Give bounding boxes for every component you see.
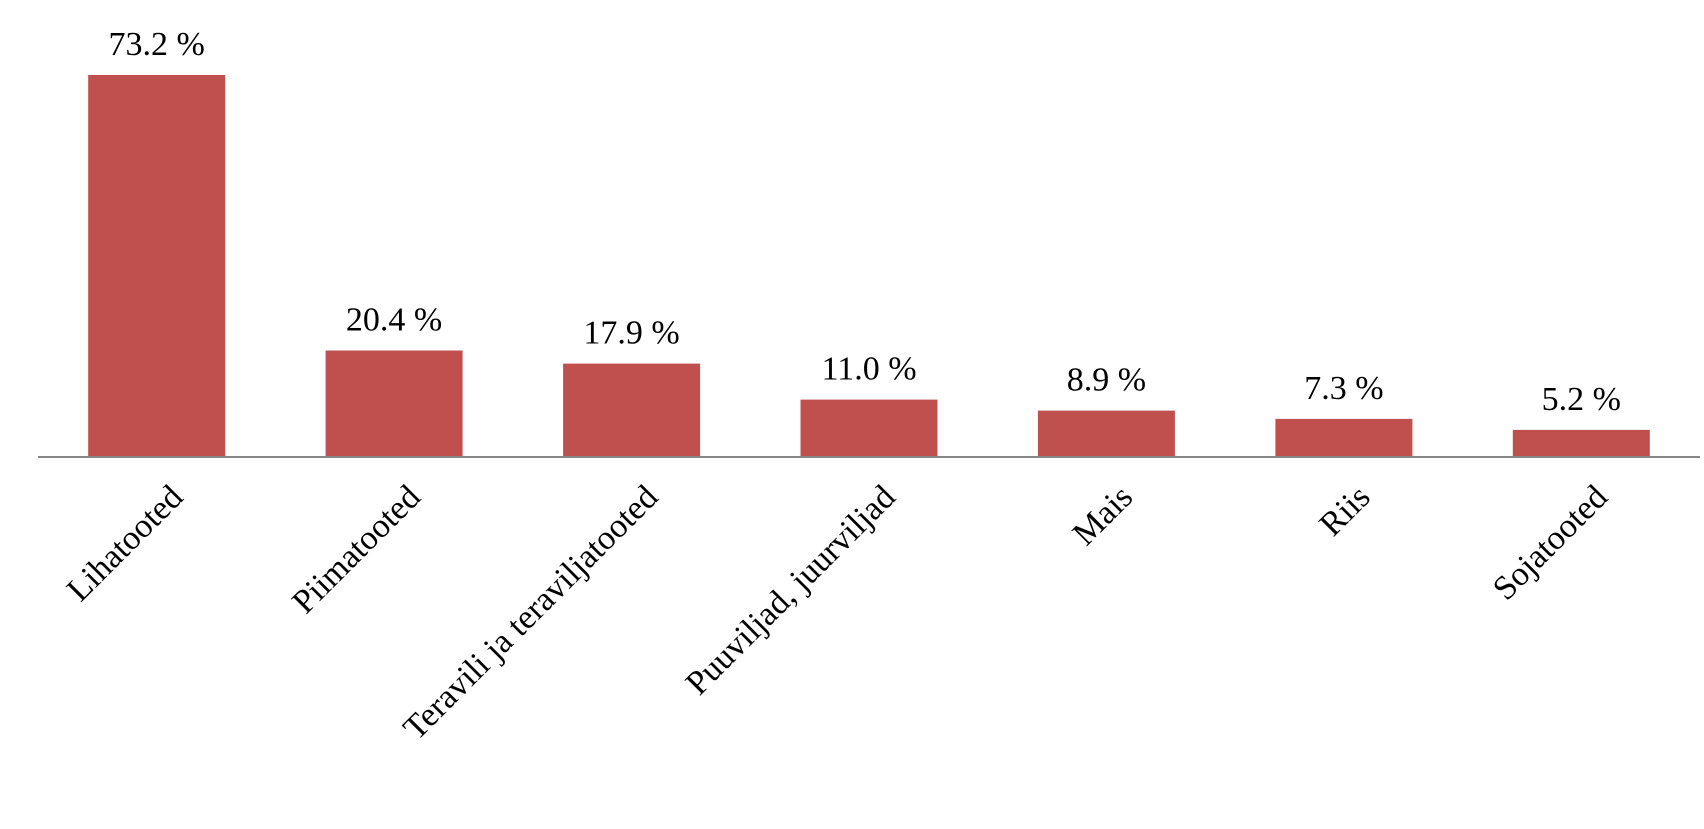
category-label: Puuviljad, juurviljad (679, 478, 903, 702)
bar-mais (1037, 410, 1175, 457)
category-label: Piimatooted (285, 478, 427, 620)
data-label: 5.2 % (1542, 381, 1621, 418)
data-label: 73.2 % (109, 26, 205, 63)
data-label: 20.4 % (346, 302, 442, 339)
bar-sojatooted (1512, 429, 1650, 457)
data-label: 17.9 % (583, 315, 679, 352)
category-label: Mais (1066, 478, 1140, 552)
bar-riis (1275, 418, 1413, 457)
category-label: Lihatooted (60, 478, 190, 608)
bars-group (88, 75, 1650, 457)
bar-lihatooted (88, 75, 226, 457)
bar-teravili-ja-teraviljatooted (563, 363, 701, 457)
category-label: Riis (1313, 478, 1378, 543)
data-label: 7.3 % (1304, 370, 1383, 407)
value-labels-group: 73.2 % 20.4 % 17.9 % 11.0 % 8.9 % 7.3 % 5.2 % (109, 26, 1621, 418)
bar-puuviljad-juurviljad (800, 399, 938, 457)
bar-piimatooted (325, 350, 463, 457)
category-label: Sojatooted (1486, 478, 1615, 607)
category-label: Teravili ja teraviljatooted (396, 478, 665, 747)
data-label: 8.9 % (1067, 362, 1146, 399)
data-label: 11.0 % (821, 351, 916, 388)
